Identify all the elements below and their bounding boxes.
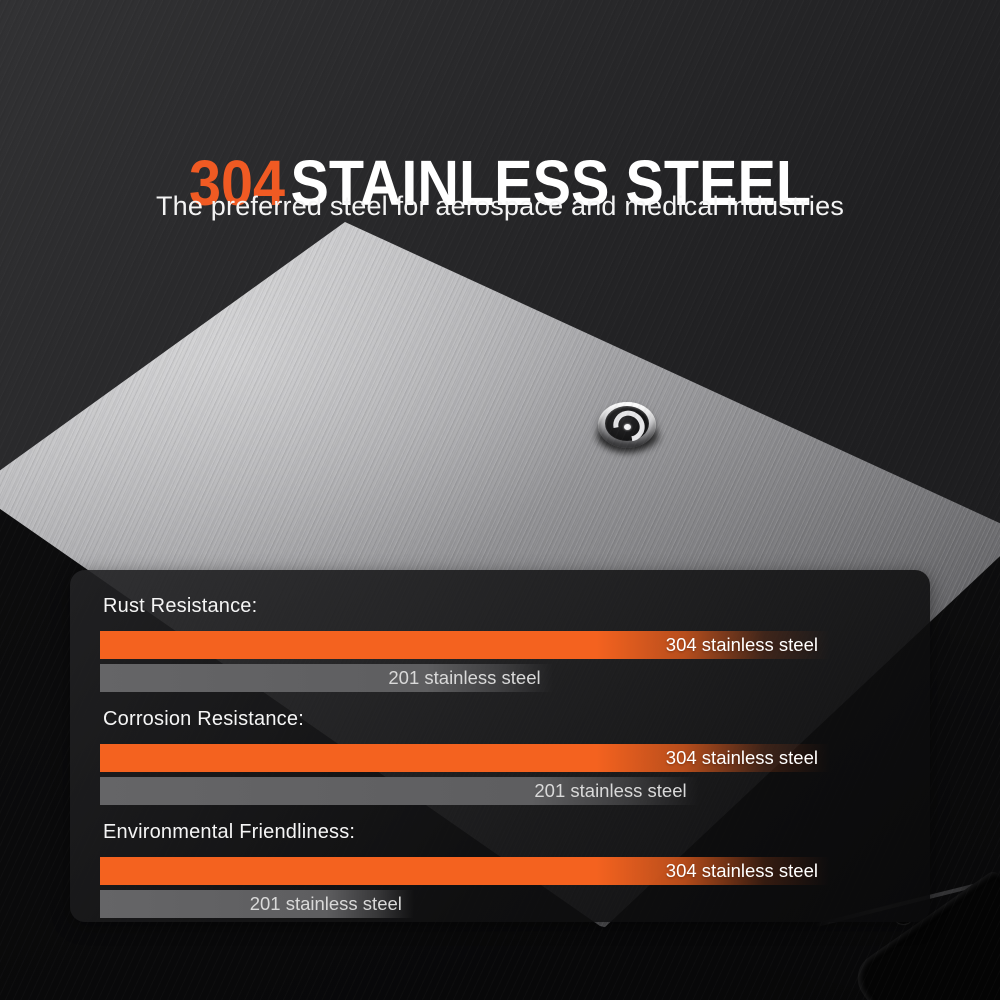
section-label: Rust Resistance: [103, 595, 258, 617]
bar-track-304: 304 stainless steel [100, 744, 830, 772]
bar-201 [100, 777, 699, 805]
bar-304 [100, 744, 830, 772]
bar-201 [100, 890, 414, 918]
bar-304 [100, 631, 830, 659]
section-label: Environmental Friendliness: [103, 821, 356, 843]
section-label: Corrosion Resistance: [103, 708, 304, 730]
bar-201-label: 201 stainless steel [388, 667, 541, 688]
lock-keyway-face [605, 406, 649, 441]
bar-track-304: 304 stainless steel [100, 631, 830, 659]
section-environmental-friendliness: Environmental Friendliness: 304 stainles… [100, 821, 900, 918]
bar-201 [100, 664, 553, 692]
bar-304 [100, 857, 830, 885]
title-rest: STAINLESS STEEL [290, 146, 812, 219]
bar-201-label: 201 stainless steel [534, 780, 687, 801]
section-corrosion-resistance: Corrosion Resistance: 304 stainless stee… [100, 708, 900, 805]
bar-304-label: 304 stainless steel [665, 860, 818, 881]
bar-304-label: 304 stainless steel [665, 634, 818, 655]
lock-keyway-dot [624, 424, 631, 430]
bar-track-201: 201 stainless steel [100, 777, 830, 805]
bar-201-label: 201 stainless steel [249, 893, 402, 914]
section-rust-resistance: Rust Resistance: 304 stainless steel 201… [100, 595, 900, 692]
page-title: 304STAINLESS STEEL [50, 146, 950, 220]
page-subtitle: The preferred steel for aerospace and me… [155, 191, 845, 221]
bar-track-304: 304 stainless steel [100, 857, 830, 885]
title-highlight: 304 [188, 146, 286, 219]
lock-icon [595, 398, 661, 456]
bar-304-label: 304 stainless steel [665, 747, 818, 768]
comparison-panel: Rust Resistance: 304 stainless steel 201… [70, 570, 930, 922]
bar-track-201: 201 stainless steel [100, 890, 830, 918]
bar-track-201: 201 stainless steel [100, 664, 830, 692]
